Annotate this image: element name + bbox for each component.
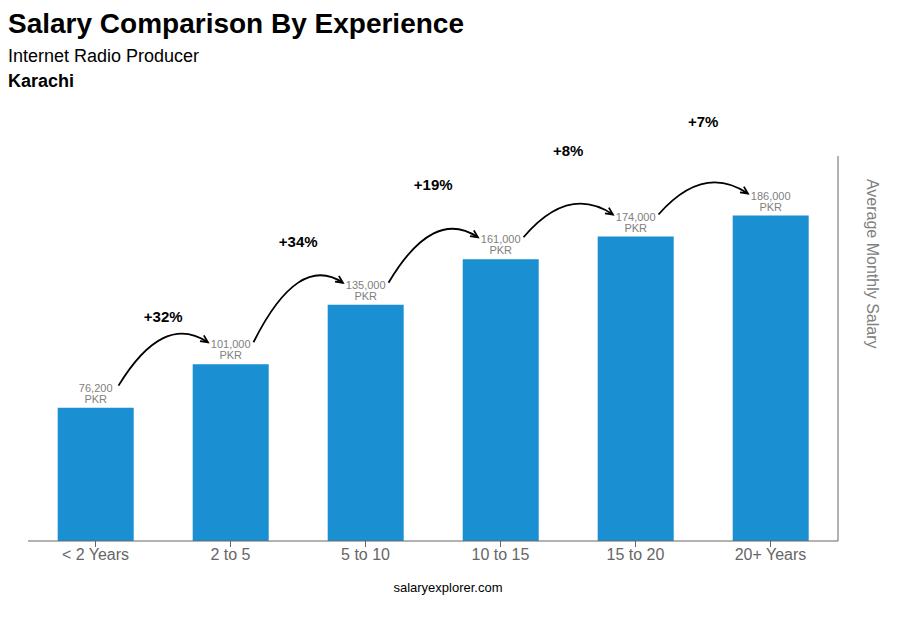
svg-text:186,000PKR: 186,000PKR bbox=[751, 190, 791, 213]
svg-text:+8%: +8% bbox=[553, 142, 583, 159]
svg-text:10 to 15: 10 to 15 bbox=[472, 546, 530, 563]
svg-text:101,000PKR: 101,000PKR bbox=[211, 338, 251, 361]
svg-text:20+ Years: 20+ Years bbox=[735, 546, 807, 563]
html-text:Karachi: Karachi bbox=[8, 71, 74, 91]
svg-text:174,000PKR: 174,000PKR bbox=[616, 211, 656, 234]
svg-text:76,200PKR: 76,200PKR bbox=[79, 382, 113, 405]
html-text:Internet Radio Producer: Internet Radio Producer bbox=[8, 46, 200, 66]
html-text:salaryexplorer.com: salaryexplorer.com bbox=[393, 580, 503, 595]
svg-text:5 to 10: 5 to 10 bbox=[341, 546, 390, 563]
html-text:Salary Comparison By Experienc: Salary Comparison By Experience bbox=[8, 8, 464, 39]
svg-text:15 to 20: 15 to 20 bbox=[607, 546, 665, 563]
svg-text:161,000PKR: 161,000PKR bbox=[481, 233, 521, 256]
svg-text:+7%: +7% bbox=[688, 113, 718, 130]
svg-text:Average Monthly Salary: Average Monthly Salary bbox=[864, 179, 881, 349]
svg-text:+19%: +19% bbox=[414, 176, 453, 193]
svg-text:+34%: +34% bbox=[279, 233, 318, 250]
svg-text:+32%: +32% bbox=[144, 308, 183, 325]
svg-text:135,000PKR: 135,000PKR bbox=[346, 279, 386, 302]
svg-text:2 to 5: 2 to 5 bbox=[210, 546, 250, 563]
svg-text:< 2 Years: < 2 Years bbox=[62, 546, 129, 563]
